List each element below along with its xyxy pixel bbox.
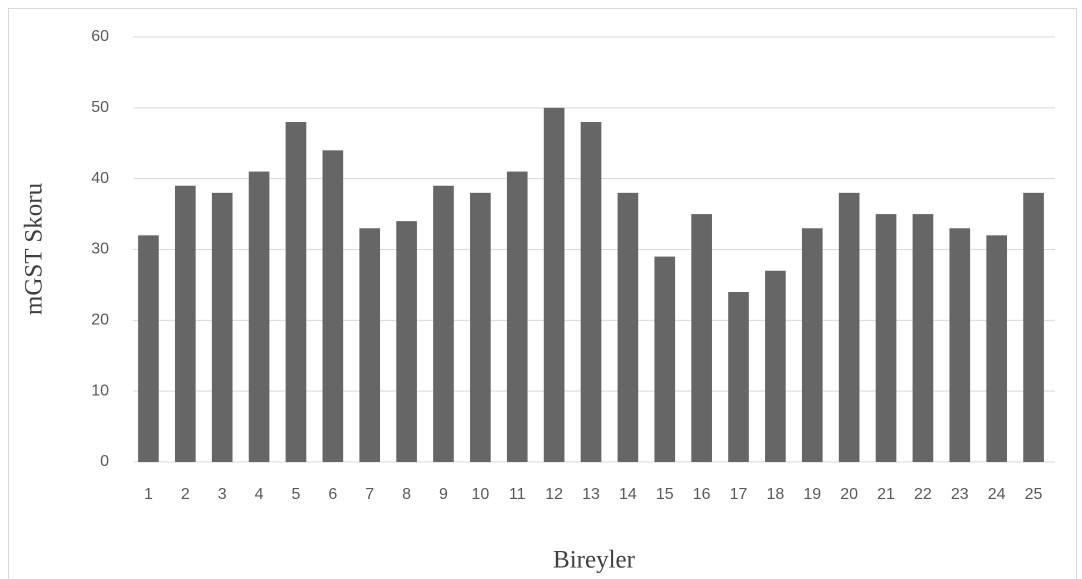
- bar: [138, 235, 159, 462]
- x-tick-label: 8: [402, 486, 411, 503]
- x-tick-label: 2: [181, 486, 190, 503]
- x-tick-label: 18: [767, 486, 785, 503]
- bar: [211, 192, 233, 463]
- x-tick-label: 3: [218, 486, 227, 503]
- x-axis-title: Bireyler: [553, 547, 636, 574]
- bar: [912, 214, 934, 462]
- y-tick-label: 40: [91, 170, 109, 187]
- x-tick-label: 19: [803, 486, 821, 503]
- x-tick-label: 7: [365, 486, 374, 503]
- bar: [285, 122, 307, 462]
- bar: [801, 228, 823, 462]
- y-tick-label: 30: [91, 241, 109, 258]
- x-tick-label: 6: [328, 486, 337, 503]
- bar: [322, 150, 344, 463]
- x-tick-label: 23: [951, 486, 969, 503]
- y-tick-label: 50: [91, 99, 109, 116]
- x-tick-label: 17: [730, 486, 748, 503]
- x-tick-label: 25: [1025, 486, 1043, 503]
- x-tick-label: 13: [582, 486, 600, 503]
- y-tick-label: 0: [100, 453, 109, 470]
- x-tick-label: 14: [619, 486, 637, 503]
- bar: [765, 270, 786, 462]
- bar: [506, 171, 528, 463]
- x-tick-label: 1: [144, 486, 153, 503]
- x-tick-label: 22: [914, 486, 932, 503]
- bar: [617, 192, 639, 463]
- bar: [470, 192, 491, 463]
- y-tick-label: 20: [91, 312, 109, 329]
- bar: [433, 185, 454, 462]
- bar: [174, 185, 196, 462]
- bar: [654, 256, 676, 462]
- x-tick-label: 4: [255, 486, 264, 503]
- y-axis-title: mGST Skoru: [21, 182, 48, 315]
- x-tick-label: 21: [877, 486, 895, 503]
- chart-border: [8, 8, 1077, 579]
- x-tick-label: 12: [545, 486, 563, 503]
- y-tick-label: 10: [91, 382, 109, 399]
- bar: [1023, 192, 1044, 463]
- x-tick-label: 16: [693, 486, 711, 503]
- x-tick-label: 10: [471, 486, 489, 503]
- bar: [838, 192, 860, 463]
- bar: [580, 122, 602, 462]
- bar: [359, 228, 381, 462]
- x-tick-label: 15: [656, 486, 674, 503]
- bar: [949, 228, 971, 462]
- x-tick-label: 20: [840, 486, 858, 503]
- x-tick-label: 24: [988, 486, 1006, 503]
- x-tick-label: 9: [439, 486, 448, 503]
- x-tick-label: 11: [509, 486, 526, 503]
- bar: [875, 214, 897, 462]
- bar: [543, 107, 565, 462]
- bar: [691, 214, 712, 462]
- bar: [396, 221, 417, 462]
- bar: [986, 235, 1008, 462]
- bar: [728, 292, 749, 462]
- y-tick-label: 60: [91, 28, 109, 45]
- x-tick-label: 5: [292, 486, 301, 503]
- bar: [248, 171, 270, 463]
